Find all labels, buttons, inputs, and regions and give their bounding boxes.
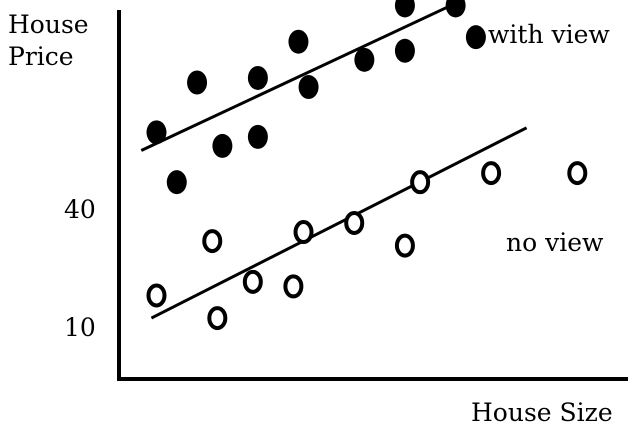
y-tick-label-10: 10 [64,313,96,342]
point-no-view-2 [207,306,228,331]
point-with-view-5 [247,65,268,90]
point-with-view-4 [247,124,268,149]
point-with-view-3 [212,133,233,158]
point-with-view-2 [187,70,208,95]
y-tick-label-40: 40 [64,195,96,224]
point-with-view-1 [166,170,187,195]
y-axis-title-line-2: Price [8,42,74,71]
point-no-view-0 [146,283,167,308]
point-with-view-9 [394,38,415,63]
point-no-view-6 [344,210,365,235]
series-label-with-view: with view [488,20,610,49]
point-no-view-9 [481,161,502,186]
point-no-view-5 [293,220,314,245]
trend-line-with-view [140,0,462,152]
trend-line-no-view [150,126,528,320]
point-with-view-0 [146,120,167,145]
y-axis-title-line-1: House [8,10,89,39]
point-with-view-8 [354,47,375,72]
point-with-view-10 [394,0,415,18]
data-marks [140,0,588,331]
point-no-view-7 [394,233,415,258]
point-no-view-3 [242,269,263,294]
point-no-view-10 [567,161,588,186]
x-axis-title: House Size [471,398,613,427]
series-label-no-view: no view [506,228,604,257]
point-with-view-6 [288,29,309,54]
point-with-view-7 [298,75,319,100]
point-with-view-12 [465,25,486,50]
point-no-view-4 [283,274,304,299]
point-with-view-11 [445,0,466,18]
point-no-view-8 [410,170,431,195]
point-no-view-1 [202,229,223,254]
